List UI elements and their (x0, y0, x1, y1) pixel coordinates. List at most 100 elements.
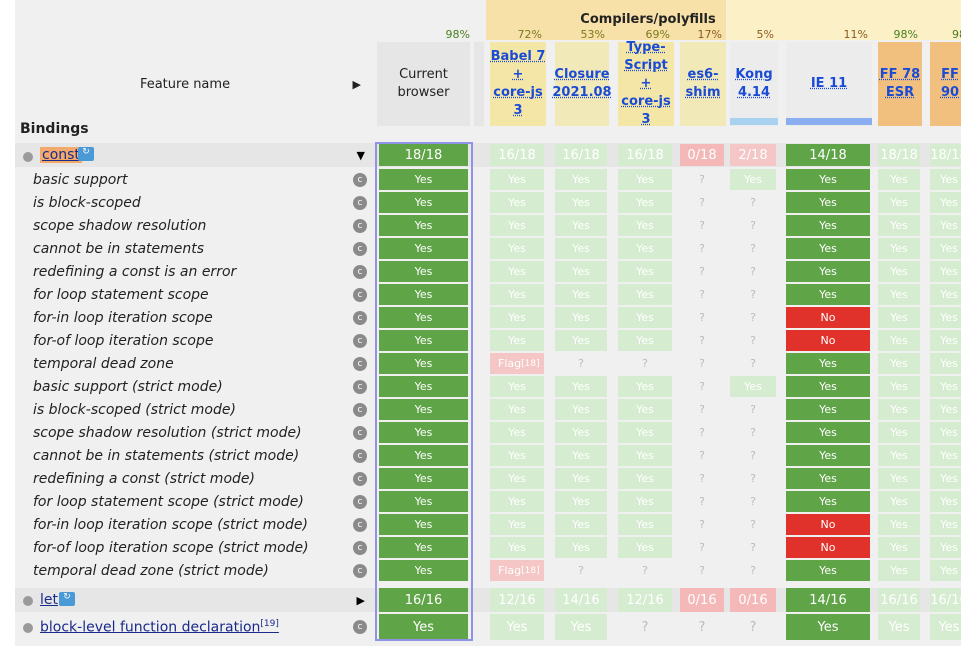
column-header-label[interactable]: shim (685, 85, 721, 100)
result-cell[interactable]: Yes (555, 192, 607, 213)
result-cell[interactable]: ? (750, 472, 756, 485)
result-cell[interactable]: Yes (878, 238, 920, 259)
column-header-ff78[interactable]: FF 78 ESR (878, 42, 922, 126)
result-cell[interactable]: Yes (555, 284, 607, 305)
result-cell[interactable]: Yes (730, 376, 776, 397)
source-code-icon[interactable]: c (353, 218, 367, 233)
result-cell[interactable]: Yes (878, 491, 920, 512)
result-cell[interactable]: ? (578, 564, 584, 577)
current-browser-cell[interactable]: 18/18 (379, 144, 468, 166)
result-cell[interactable]: Yes (786, 422, 870, 443)
result-cell[interactable]: Yes (490, 445, 544, 466)
result-cell[interactable]: Yes (878, 307, 920, 328)
result-cell[interactable]: Yes (786, 614, 870, 640)
current-browser-cell[interactable]: Yes (379, 192, 468, 213)
result-cell[interactable]: Yes (490, 307, 544, 328)
result-cell[interactable]: Yes (618, 514, 672, 535)
result-cell[interactable]: Yes (490, 537, 544, 558)
result-cell[interactable]: Yes (490, 614, 544, 640)
result-cell[interactable]: Yes (930, 399, 961, 420)
column-header-label[interactable]: es6- (687, 67, 719, 82)
result-cell[interactable]: Yes (555, 445, 607, 466)
result-cell[interactable]: ? (642, 357, 648, 370)
triangle-right-icon[interactable]: ▶ (356, 593, 365, 607)
result-cell[interactable]: ? (699, 564, 705, 577)
column-header-label[interactable]: 4.14 (737, 85, 771, 100)
result-cell[interactable]: ? (642, 564, 648, 577)
current-browser-cell[interactable]: Yes (379, 614, 468, 640)
column-header-typescript[interactable]: Type- Script + core-js 3 (618, 40, 674, 127)
result-cell[interactable]: Yes (930, 537, 961, 558)
result-cell[interactable]: Yes (930, 445, 961, 466)
result-cell[interactable]: Yes (618, 491, 672, 512)
current-browser-cell[interactable]: Yes (379, 422, 468, 443)
result-cell[interactable]: Yes (730, 169, 776, 190)
result-cell[interactable]: Yes (555, 307, 607, 328)
result-cell[interactable]: Yes (878, 514, 920, 535)
result-cell[interactable]: 14/16 (786, 588, 870, 612)
result-cell[interactable]: Yes (618, 169, 672, 190)
result-cell[interactable]: Yes (878, 215, 920, 236)
result-cell[interactable]: Yes (555, 376, 607, 397)
result-cell[interactable]: ? (699, 541, 705, 554)
result-cell[interactable]: 14/16 (555, 588, 607, 612)
group-row-let[interactable]: let ↻ ▶ (15, 588, 373, 612)
source-code-icon[interactable]: c (353, 287, 367, 302)
result-cell[interactable]: ? (699, 495, 705, 508)
result-cell[interactable]: Yes (786, 353, 870, 374)
result-cell[interactable]: Yes (930, 238, 961, 259)
result-cell[interactable]: ? (749, 619, 757, 635)
result-cell[interactable]: ? (750, 196, 756, 209)
result-cell[interactable]: Yes (618, 307, 672, 328)
result-cell[interactable]: No (786, 537, 870, 558)
result-cell[interactable]: Yes (555, 330, 607, 351)
result-cell[interactable]: ? (699, 242, 705, 255)
result-cell[interactable]: Yes (490, 215, 544, 236)
result-cell[interactable]: 16/18 (490, 144, 544, 166)
result-cell[interactable]: ? (578, 357, 584, 370)
column-header-ff90[interactable]: FF 90 (930, 42, 961, 126)
source-code-icon[interactable]: c (353, 172, 367, 187)
current-browser-cell[interactable]: Yes (379, 399, 468, 420)
column-header-label[interactable]: 2021.08 (552, 85, 612, 100)
column-header-label[interactable]: FF 90 (940, 67, 960, 100)
feature-name-header[interactable]: Feature name ▶ (15, 42, 373, 126)
info-icon[interactable]: ↻ (78, 147, 94, 161)
result-cell[interactable]: Yes (618, 422, 672, 443)
source-code-icon[interactable]: c (353, 448, 367, 463)
result-cell[interactable]: Yes (786, 560, 870, 581)
result-cell[interactable]: No (786, 330, 870, 351)
result-cell[interactable]: Yes (878, 376, 920, 397)
column-header-label[interactable]: Type- (626, 40, 666, 55)
current-browser-cell[interactable]: 16/16 (379, 588, 468, 612)
result-cell[interactable]: ? (750, 403, 756, 416)
chevron-down-icon[interactable]: ▼ (356, 148, 365, 162)
result-cell[interactable]: Yes (878, 614, 920, 640)
source-code-icon[interactable]: c (353, 494, 367, 509)
result-cell[interactable]: 0/16 (730, 588, 776, 612)
result-cell[interactable]: Yes (618, 261, 672, 282)
result-cell[interactable]: Yes (786, 376, 870, 397)
result-cell[interactable]: No (786, 514, 870, 535)
group-name[interactable]: let (40, 592, 58, 608)
result-cell[interactable]: Yes (555, 491, 607, 512)
result-cell[interactable]: Yes (555, 169, 607, 190)
result-cell[interactable]: Yes (618, 238, 672, 259)
column-header-label[interactable]: Kong (735, 67, 773, 82)
result-cell[interactable]: Yes (930, 376, 961, 397)
result-cell[interactable]: ? (699, 334, 705, 347)
result-cell[interactable]: Yes (878, 422, 920, 443)
result-cell[interactable]: Yes (786, 215, 870, 236)
source-code-icon[interactable]: c (353, 402, 367, 417)
current-browser-cell[interactable]: Yes (379, 560, 468, 581)
result-cell[interactable]: Yes (878, 399, 920, 420)
result-cell[interactable]: Yes (786, 261, 870, 282)
column-header-label[interactable]: ESR (885, 85, 915, 100)
result-cell[interactable]: ? (699, 288, 705, 301)
result-cell[interactable]: ? (699, 518, 705, 531)
current-browser-cell[interactable]: Yes (379, 537, 468, 558)
current-browser-cell[interactable]: Yes (379, 215, 468, 236)
result-cell[interactable]: Yes (930, 284, 961, 305)
result-cell[interactable]: Yes (555, 261, 607, 282)
source-code-icon[interactable]: c (353, 563, 367, 578)
